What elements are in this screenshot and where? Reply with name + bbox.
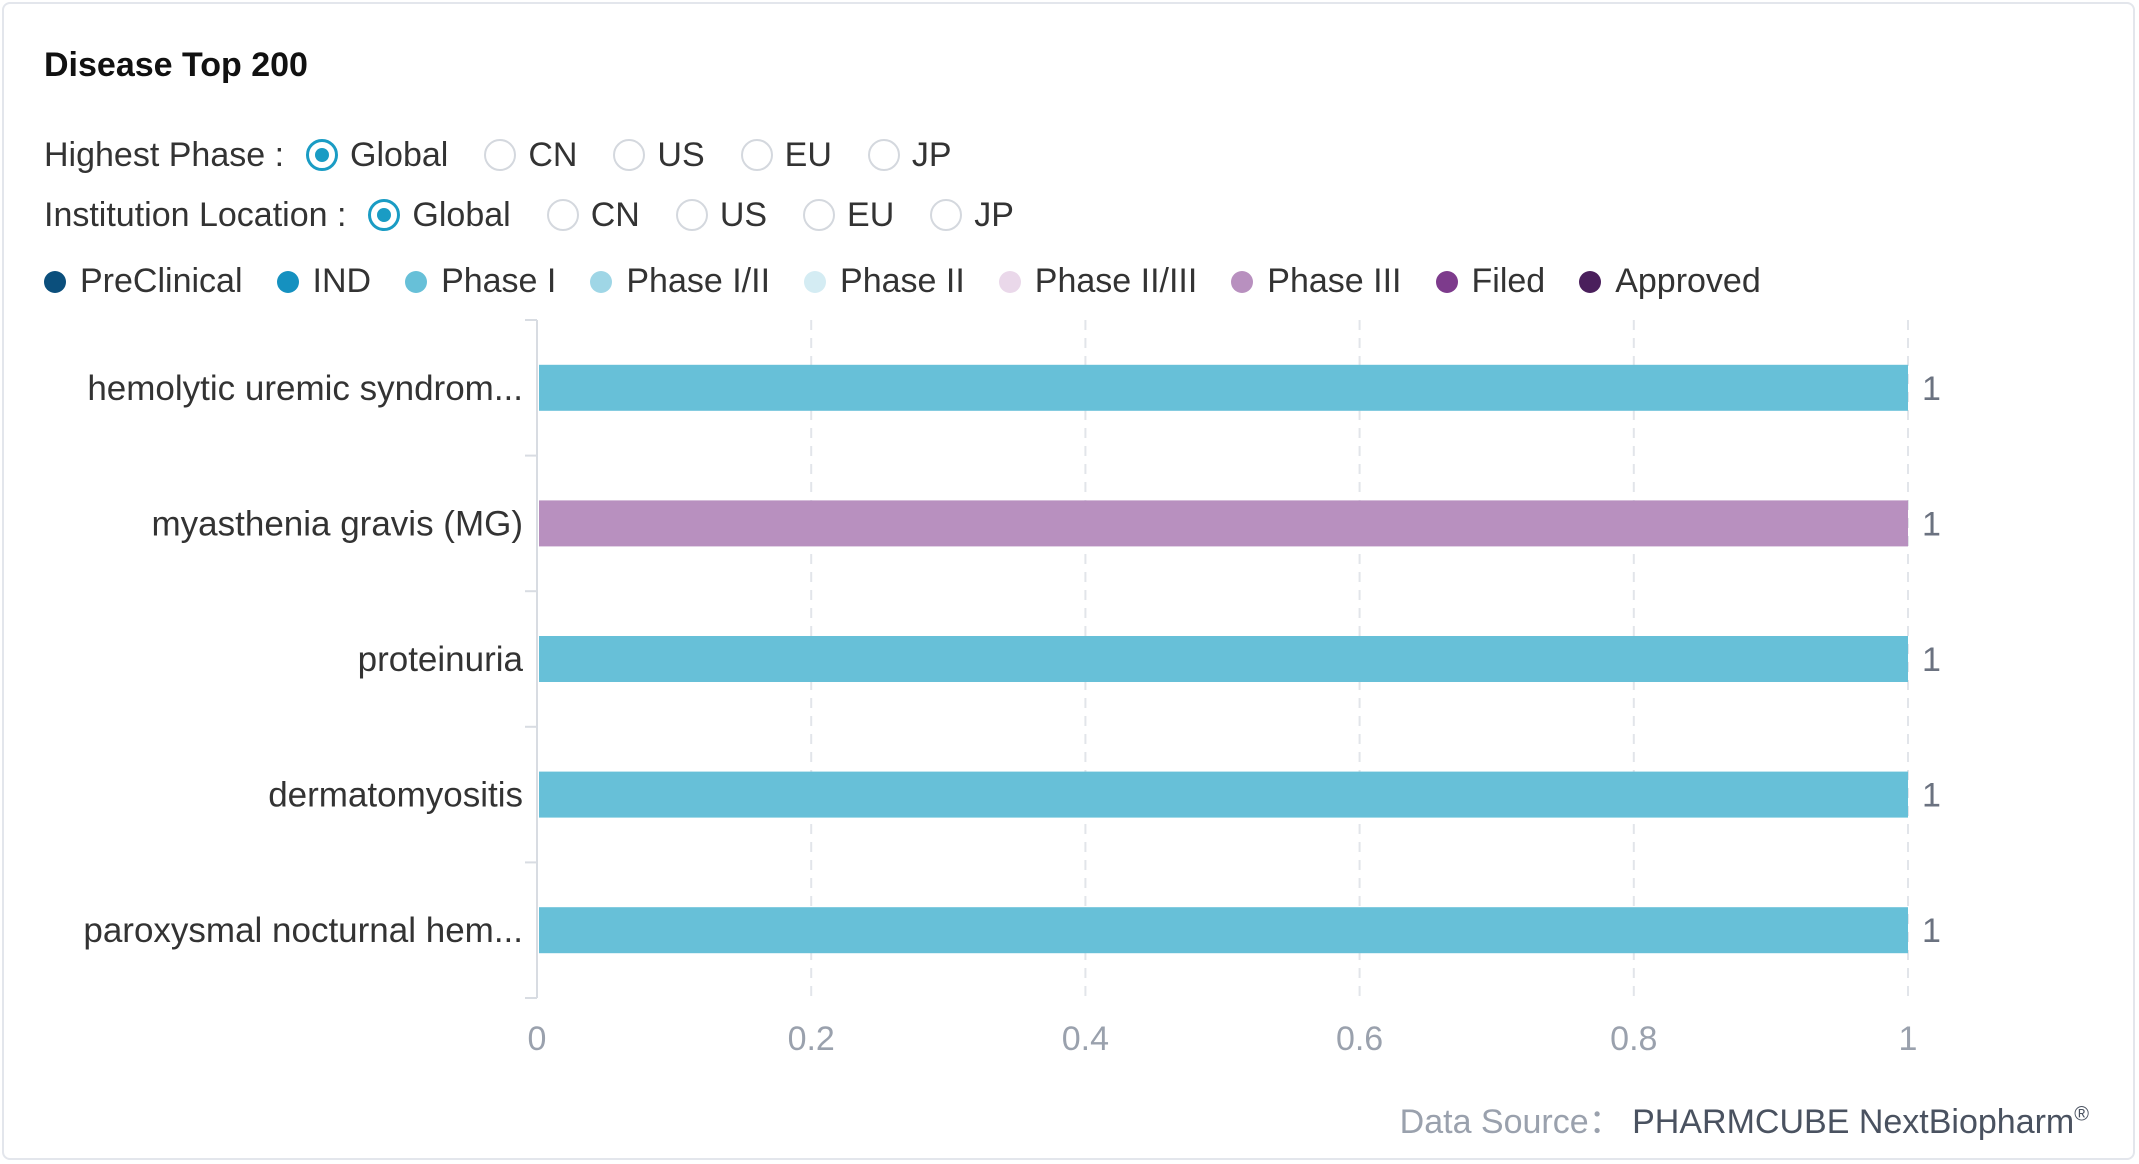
institution-location-option-label: JP — [974, 195, 1014, 234]
legend-label: Phase II/III — [1034, 262, 1198, 300]
legend-label: IND — [312, 262, 372, 300]
institution-location-option-cn[interactable]: CN — [546, 195, 640, 235]
institution-location-option-eu[interactable]: EU — [803, 196, 894, 235]
institution-location-option-label: EU — [847, 195, 895, 234]
institution-location-option-jp[interactable]: JP — [930, 196, 1014, 235]
institution-location-radio-jp[interactable] — [930, 199, 963, 231]
highest-phase-radio-us[interactable] — [613, 139, 646, 171]
legend-item[interactable]: IND — [276, 262, 372, 301]
legend-marker — [1435, 270, 1458, 293]
institution-location-radio-cn[interactable] — [546, 199, 579, 231]
legend-label: Filed — [1471, 262, 1546, 300]
y-category-label: paroxysmal nocturnal hem... — [83, 911, 523, 950]
highest-phase-option-label: EU — [784, 135, 832, 174]
data-source-footer: Data Source： PHARMCUBE NextBiopharm® — [1400, 1094, 2089, 1143]
highest-phase-radio-global[interactable] — [306, 139, 339, 171]
legend-marker — [405, 270, 428, 293]
bar — [539, 500, 1908, 547]
institution-location-option-label: US — [719, 195, 768, 234]
x-tick-label: 0.4 — [1062, 1020, 1109, 1058]
highest-phase-option-label: US — [657, 135, 705, 174]
highest-phase-filter: Highest Phase : Global CN US EU JP — [44, 130, 988, 180]
legend-marker — [276, 270, 299, 293]
highest-phase-option-jp[interactable]: JP — [867, 135, 952, 175]
institution-location-option-us[interactable]: US — [675, 195, 768, 235]
bar-chart: 0 0.2 0.4 0.6 0.8 1 hemolytic uremic syndrom..… — [83, 319, 1941, 1058]
x-tick-label: 0.8 — [1610, 1020, 1657, 1058]
bar — [539, 636, 1908, 682]
legend-label: Phase I — [441, 262, 557, 300]
bar-value-label: 1 — [1922, 370, 1941, 408]
legend-label: Phase III — [1267, 262, 1402, 300]
highest-phase-option-label: JP — [911, 135, 952, 174]
legend-item[interactable]: PreClinical — [44, 262, 243, 301]
highest-phase-option-label: Global — [350, 135, 449, 174]
x-tick-label: 0.6 — [1336, 1020, 1383, 1058]
y-category-label: dermatomyositis — [268, 776, 523, 815]
x-tick-label: 0 — [528, 1020, 547, 1058]
highest-phase-radio-cn[interactable] — [484, 139, 517, 171]
bar-value-label: 1 — [1922, 505, 1941, 543]
legend-marker — [804, 270, 827, 293]
institution-location-radio-eu[interactable] — [803, 199, 836, 231]
highest-phase-option-cn[interactable]: CN — [484, 136, 577, 175]
institution-location-filter: Institution Location : Global CN US EU JP — [44, 190, 1050, 240]
legend-item[interactable]: Phase I/II — [590, 262, 770, 301]
legend-item[interactable]: Phase I — [405, 262, 556, 301]
x-tick-label: 0.2 — [788, 1020, 835, 1058]
bar-value-label: 1 — [1922, 641, 1941, 679]
legend-label: Phase II — [840, 262, 965, 300]
data-source-brand: PHARMCUBE NextBiopharm — [1632, 1103, 2075, 1141]
bar-value-label: 1 — [1922, 912, 1941, 950]
legend-item[interactable]: Approved — [1579, 262, 1761, 301]
legend-label: PreClinical — [80, 262, 243, 300]
legend-item[interactable]: Filed — [1435, 262, 1546, 301]
institution-location-radio-us[interactable] — [675, 199, 708, 231]
highest-phase-radio-eu[interactable] — [740, 139, 773, 171]
y-category-label: hemolytic uremic syndrom... — [87, 369, 523, 408]
y-category-label: myasthenia gravis (MG) — [152, 504, 523, 543]
legend-marker — [1231, 270, 1254, 293]
highest-phase-label: Highest Phase : — [44, 135, 285, 174]
x-tick-label: 1 — [1899, 1020, 1918, 1058]
legend-marker — [590, 270, 613, 293]
institution-location-option-global[interactable]: Global — [368, 195, 511, 235]
bar — [539, 907, 1908, 954]
institution-location-radio-global[interactable] — [368, 199, 401, 231]
highest-phase-option-label: CN — [528, 135, 578, 174]
chart-title: Disease Top 200 — [44, 46, 308, 84]
bar-value-label: 1 — [1922, 777, 1941, 815]
institution-location-option-label: CN — [590, 195, 640, 234]
bar — [539, 364, 1908, 411]
registered-mark: ® — [2074, 1103, 2089, 1126]
highest-phase-radio-jp[interactable] — [867, 139, 900, 171]
highest-phase-option-global[interactable]: Global — [306, 136, 448, 175]
highest-phase-option-us[interactable]: US — [613, 135, 705, 175]
bar — [539, 771, 1908, 818]
legend-marker — [1579, 270, 1602, 293]
legend-marker — [44, 270, 66, 293]
legend-item[interactable]: Phase III — [1231, 262, 1402, 301]
highest-phase-option-eu[interactable]: EU — [740, 135, 832, 175]
legend-label: Approved — [1615, 262, 1761, 300]
institution-location-option-label: Global — [412, 195, 511, 234]
chart-legend: PreClinical IND Phase I Phase I/II Phase II P… — [44, 262, 1795, 301]
legend-item[interactable]: Phase II — [804, 262, 965, 301]
y-category-label: proteinuria — [358, 640, 524, 679]
institution-location-label: Institution Location : — [44, 195, 347, 234]
legend-marker — [998, 270, 1021, 293]
legend-label: Phase I/II — [626, 262, 771, 300]
data-source-prefix: Data Source： — [1399, 1103, 1623, 1141]
legend-item[interactable]: Phase II/III — [998, 262, 1198, 301]
